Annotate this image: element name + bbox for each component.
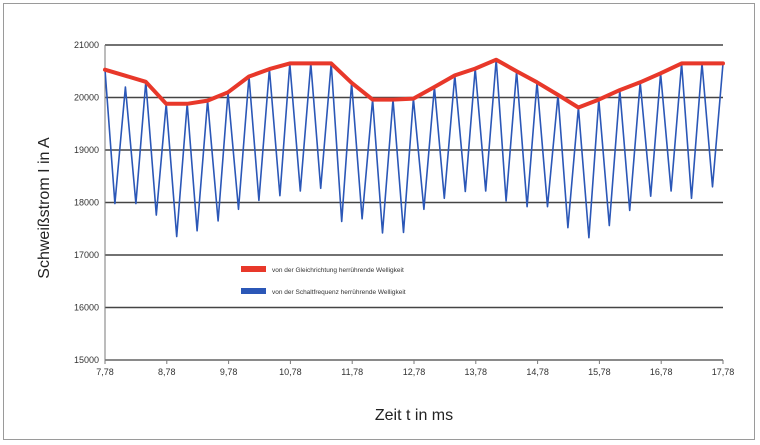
x-tick-label: 9,78 [220,367,238,377]
x-tick-label: 14,78 [526,367,549,377]
x-tick-label: 17,78 [712,367,735,377]
x-tick-label: 11,78 [341,367,363,377]
y-tick-label: 16000 [74,303,99,313]
y-tick-labels: 21000 20000 19000 18000 17000 16000 15000 [74,40,99,365]
x-tick-label: 12,78 [403,367,426,377]
legend-swatch-ripple [241,288,266,294]
series-line-gleichrichtung [103,57,725,110]
y-tick-label: 20000 [74,93,99,103]
x-tick-label: 10,78 [279,367,302,377]
chart-svg: 21000 20000 19000 18000 17000 16000 15000 7,78… [36,40,734,424]
x-tick-label: 16,78 [650,367,673,377]
x-tick-labels: 7,78 8,78 9,78 10,78 11,78 12,78 13,78 14,78 15,… [96,360,734,377]
y-tick-label: 15000 [74,355,99,365]
x-tick-label: 7,78 [96,367,114,377]
y-tick-label: 17000 [74,250,99,260]
chart-frame: 21000 20000 19000 18000 17000 16000 15000 7,78… [3,3,755,440]
y-tick-label: 21000 [74,40,99,50]
x-tick-label: 8,78 [158,367,176,377]
legend-swatch-envelope [241,266,266,272]
series-layer [103,57,725,239]
x-tick-label: 15,78 [588,367,611,377]
legend: von der Gleichrichtung herrührende Welli… [241,266,406,296]
grid-lines [104,44,723,361]
y-tick-label: 18000 [74,198,99,208]
legend-label-ripple: von der Schaltfrequenz herrührende Welli… [272,289,406,296]
x-tick-label: 13,78 [465,367,488,377]
legend-label-envelope: von der Gleichrichtung herrührende Welli… [272,267,404,274]
y-tick-label: 19000 [74,145,99,155]
x-axis-title: Zeit t in ms [375,407,453,424]
y-axis-title: Schweißstrom I in A [36,137,53,279]
